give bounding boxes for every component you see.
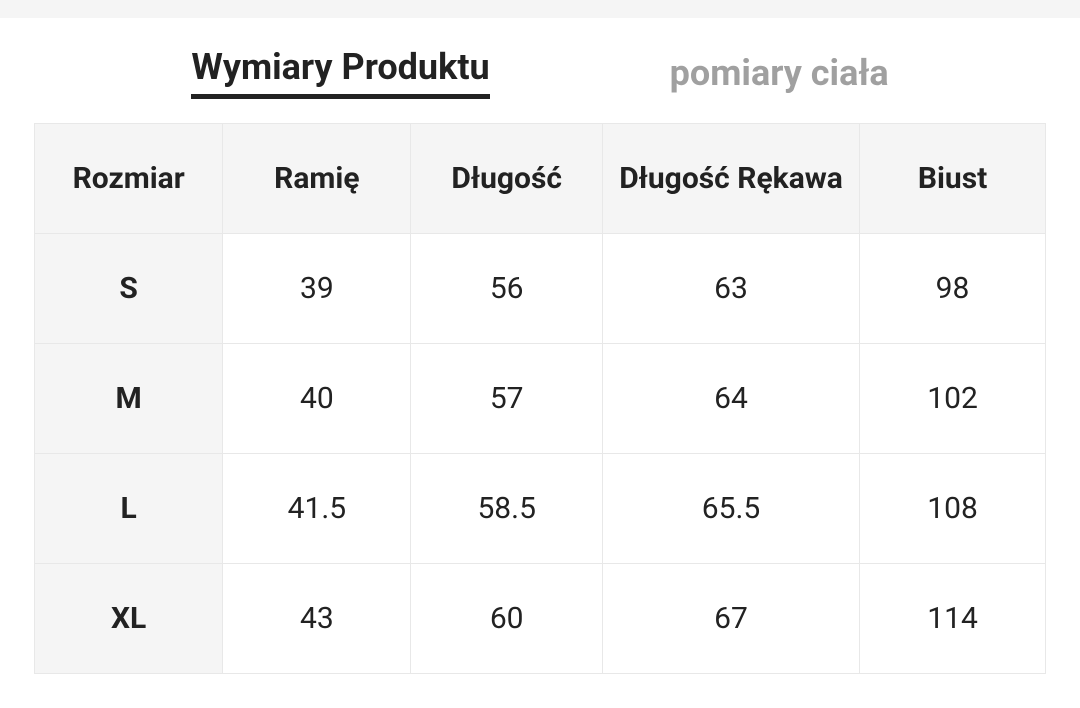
table-cell: 114	[860, 564, 1046, 674]
table-cell: 41.5	[223, 454, 411, 564]
table-cell: 57	[411, 344, 603, 454]
table-row: S39566398	[35, 234, 1046, 344]
table-row: M405764102	[35, 344, 1046, 454]
table-cell: 67	[602, 564, 859, 674]
column-header: Ramię	[223, 124, 411, 234]
size-table: RozmiarRamięDługośćDługość RękawaBiust S…	[34, 123, 1046, 674]
table-cell: 102	[860, 344, 1046, 454]
tab-product-dimensions[interactable]: Wymiary Produktu	[191, 46, 489, 99]
tabs-bar: Wymiary Produktu pomiary ciała	[34, 18, 1046, 123]
column-header: Długość Rękawa	[602, 124, 859, 234]
size-table-wrap: RozmiarRamięDługośćDługość RękawaBiust S…	[34, 123, 1046, 674]
table-cell: 58.5	[411, 454, 603, 564]
size-table-head: RozmiarRamięDługośćDługość RękawaBiust	[35, 124, 1046, 234]
column-header: Biust	[860, 124, 1046, 234]
size-table-body: S39566398M405764102L41.558.565.5108XL436…	[35, 234, 1046, 674]
table-cell: 64	[602, 344, 859, 454]
row-header: M	[35, 344, 223, 454]
page-root: Wymiary Produktu pomiary ciała RozmiarRa…	[0, 0, 1080, 708]
column-header: Długość	[411, 124, 603, 234]
table-cell: 43	[223, 564, 411, 674]
table-row: L41.558.565.5108	[35, 454, 1046, 564]
table-cell: 63	[602, 234, 859, 344]
table-cell: 40	[223, 344, 411, 454]
row-header: S	[35, 234, 223, 344]
table-row: XL436067114	[35, 564, 1046, 674]
table-cell: 39	[223, 234, 411, 344]
content-wrap: Wymiary Produktu pomiary ciała RozmiarRa…	[0, 18, 1080, 674]
column-header: Rozmiar	[35, 124, 223, 234]
tab-body-measurements[interactable]: pomiary ciała	[670, 52, 889, 94]
table-cell: 60	[411, 564, 603, 674]
size-table-header-row: RozmiarRamięDługośćDługość RękawaBiust	[35, 124, 1046, 234]
top-strip	[0, 0, 1080, 18]
row-header: XL	[35, 564, 223, 674]
row-header: L	[35, 454, 223, 564]
table-cell: 65.5	[602, 454, 859, 564]
table-cell: 56	[411, 234, 603, 344]
table-cell: 98	[860, 234, 1046, 344]
table-cell: 108	[860, 454, 1046, 564]
